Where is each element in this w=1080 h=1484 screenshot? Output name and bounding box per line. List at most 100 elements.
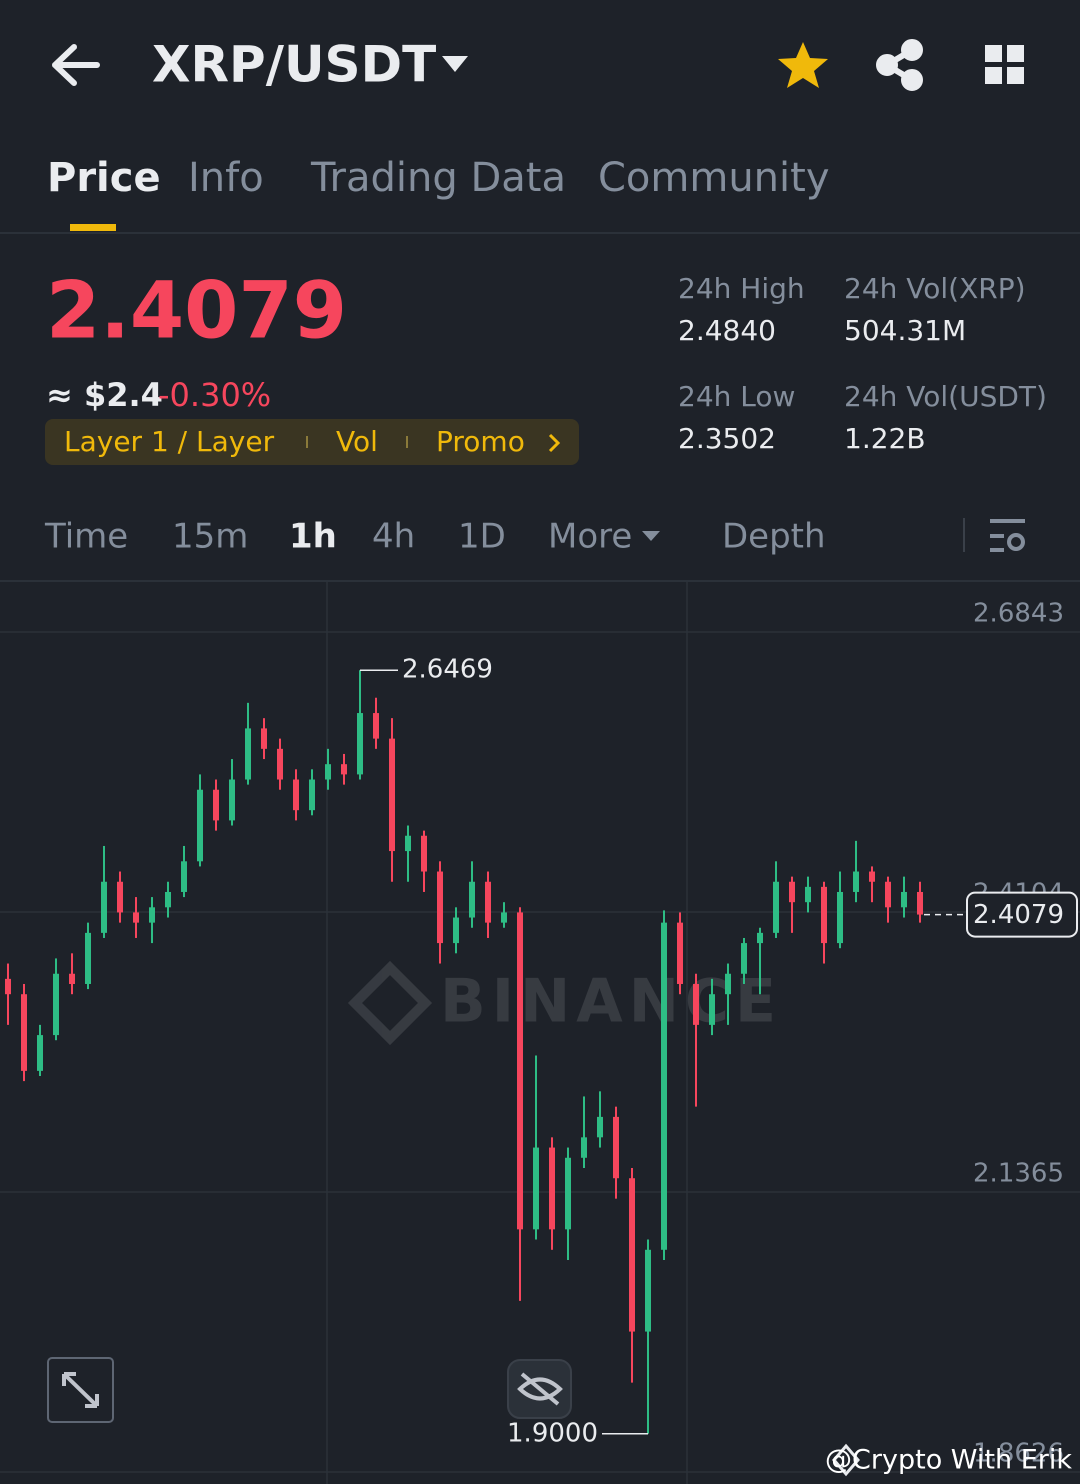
- chart: 2.68432.41042.13651.86262.64691.90002.40…: [0, 598, 1080, 1473]
- candle-body: [325, 764, 331, 780]
- last-price-box: [966, 891, 1078, 938]
- stat-value: 2.4840: [678, 314, 776, 347]
- candle-body: [581, 1137, 587, 1158]
- candle-body: [533, 1147, 539, 1230]
- candle-body: [629, 1178, 635, 1332]
- candle-body: [485, 881, 491, 923]
- candle-body: [165, 891, 171, 908]
- interval[interactable]: 4h: [372, 517, 415, 557]
- low-label: 1.9000: [507, 1418, 598, 1448]
- candle-body: [773, 881, 779, 933]
- candle-body: [341, 764, 347, 775]
- tag-arrow: [548, 433, 561, 453]
- candle-body: [517, 912, 523, 1230]
- candle-body: [885, 881, 891, 908]
- candle-body: [229, 779, 235, 821]
- candle-body: [645, 1249, 651, 1332]
- author-watermark: @Crypto With Erik: [825, 1445, 1072, 1476]
- tab[interactable]: Trading Data: [310, 155, 566, 201]
- candle-body: [101, 881, 107, 933]
- svg-text:BINANCE: BINANCE: [440, 967, 782, 1037]
- layout-button[interactable]: [985, 45, 1024, 84]
- interval[interactable]: 1D: [458, 517, 506, 557]
- candle-body: [69, 973, 75, 984]
- interval[interactable]: Time: [44, 517, 128, 557]
- back-button[interactable]: [52, 44, 100, 86]
- candle-body: [133, 912, 139, 923]
- candle-body: [613, 1116, 619, 1179]
- pair-title[interactable]: XRP/USDT: [152, 36, 436, 94]
- candle-body: [245, 728, 251, 780]
- candle-body: [5, 978, 11, 995]
- candle-body: [549, 1147, 555, 1230]
- y-tick-label: 1.8626: [973, 1439, 1064, 1469]
- candle-body: [501, 912, 507, 923]
- share-button[interactable]: [876, 39, 923, 91]
- candle-body: [693, 983, 699, 1025]
- candle-body: [389, 738, 395, 852]
- candle-body: [309, 779, 315, 811]
- tab[interactable]: Info: [188, 155, 264, 201]
- last-price-label: 2.4079: [973, 900, 1064, 930]
- stat-value: 2.3502: [678, 422, 776, 455]
- candle-body: [293, 779, 299, 811]
- candle-body: [277, 748, 283, 780]
- binance-watermark: BINANCE: [347, 960, 782, 1046]
- fiat-price: ≈ $2.4: [46, 376, 163, 414]
- stat-value: 504.31M: [844, 314, 966, 347]
- candle-body: [21, 994, 27, 1071]
- high-label: 2.6469: [402, 655, 493, 685]
- interval[interactable]: Depth: [722, 517, 826, 557]
- stat-label: 24h Vol(XRP): [844, 272, 1026, 305]
- tag[interactable]: Promo: [436, 425, 525, 458]
- interval[interactable]: More: [548, 517, 632, 557]
- candle-body: [437, 871, 443, 944]
- chart-settings-button[interactable]: [990, 519, 1025, 552]
- pair-dropdown[interactable]: [442, 56, 468, 72]
- candle-body: [821, 886, 827, 944]
- tab-indicator: [70, 224, 116, 231]
- tag[interactable]: Vol: [336, 425, 378, 458]
- tag-bar[interactable]: [45, 419, 579, 465]
- candle-body: [709, 994, 715, 1025]
- y-tick-label: 2.6843: [973, 598, 1064, 628]
- tab[interactable]: Price: [47, 155, 161, 201]
- candle-body: [213, 789, 219, 821]
- candle-body: [565, 1157, 571, 1230]
- candle-body: [149, 907, 155, 923]
- candle-body: [677, 922, 683, 984]
- hide-indicators-button[interactable]: [507, 1359, 572, 1419]
- more-caret: [642, 531, 660, 541]
- candle-body: [597, 1116, 603, 1138]
- fullscreen-button[interactable]: [47, 1357, 114, 1423]
- tab[interactable]: Community: [598, 155, 830, 201]
- stat-label: 24h Vol(USDT): [844, 380, 1047, 413]
- candle-body: [853, 871, 859, 892]
- candle-body: [421, 835, 427, 872]
- tag[interactable]: Layer 1 / Layer: [64, 425, 275, 458]
- candle-body: [373, 713, 379, 739]
- candle-body: [197, 789, 203, 862]
- candle-body: [453, 917, 459, 944]
- candle-body: [789, 881, 795, 903]
- favorite-star[interactable]: [778, 42, 828, 88]
- candle-body: [837, 891, 843, 944]
- candle-body: [917, 891, 923, 915]
- candle-body: [661, 922, 667, 1250]
- candle-body: [805, 886, 811, 903]
- stat-value: 1.22B: [844, 422, 926, 455]
- interval[interactable]: 15m: [172, 517, 248, 557]
- y-tick-label: 2.1365: [973, 1159, 1064, 1189]
- watermark-icon: [832, 1443, 860, 1477]
- candle-body: [117, 881, 123, 913]
- price-change: -0.30%: [158, 376, 271, 414]
- candle-body: [181, 861, 187, 892]
- candle-body: [901, 891, 907, 908]
- candle-body: [53, 973, 59, 1036]
- candle-body: [469, 881, 475, 918]
- candle-body: [869, 871, 875, 882]
- candle-body: [357, 713, 363, 775]
- interval[interactable]: 1h: [289, 517, 337, 557]
